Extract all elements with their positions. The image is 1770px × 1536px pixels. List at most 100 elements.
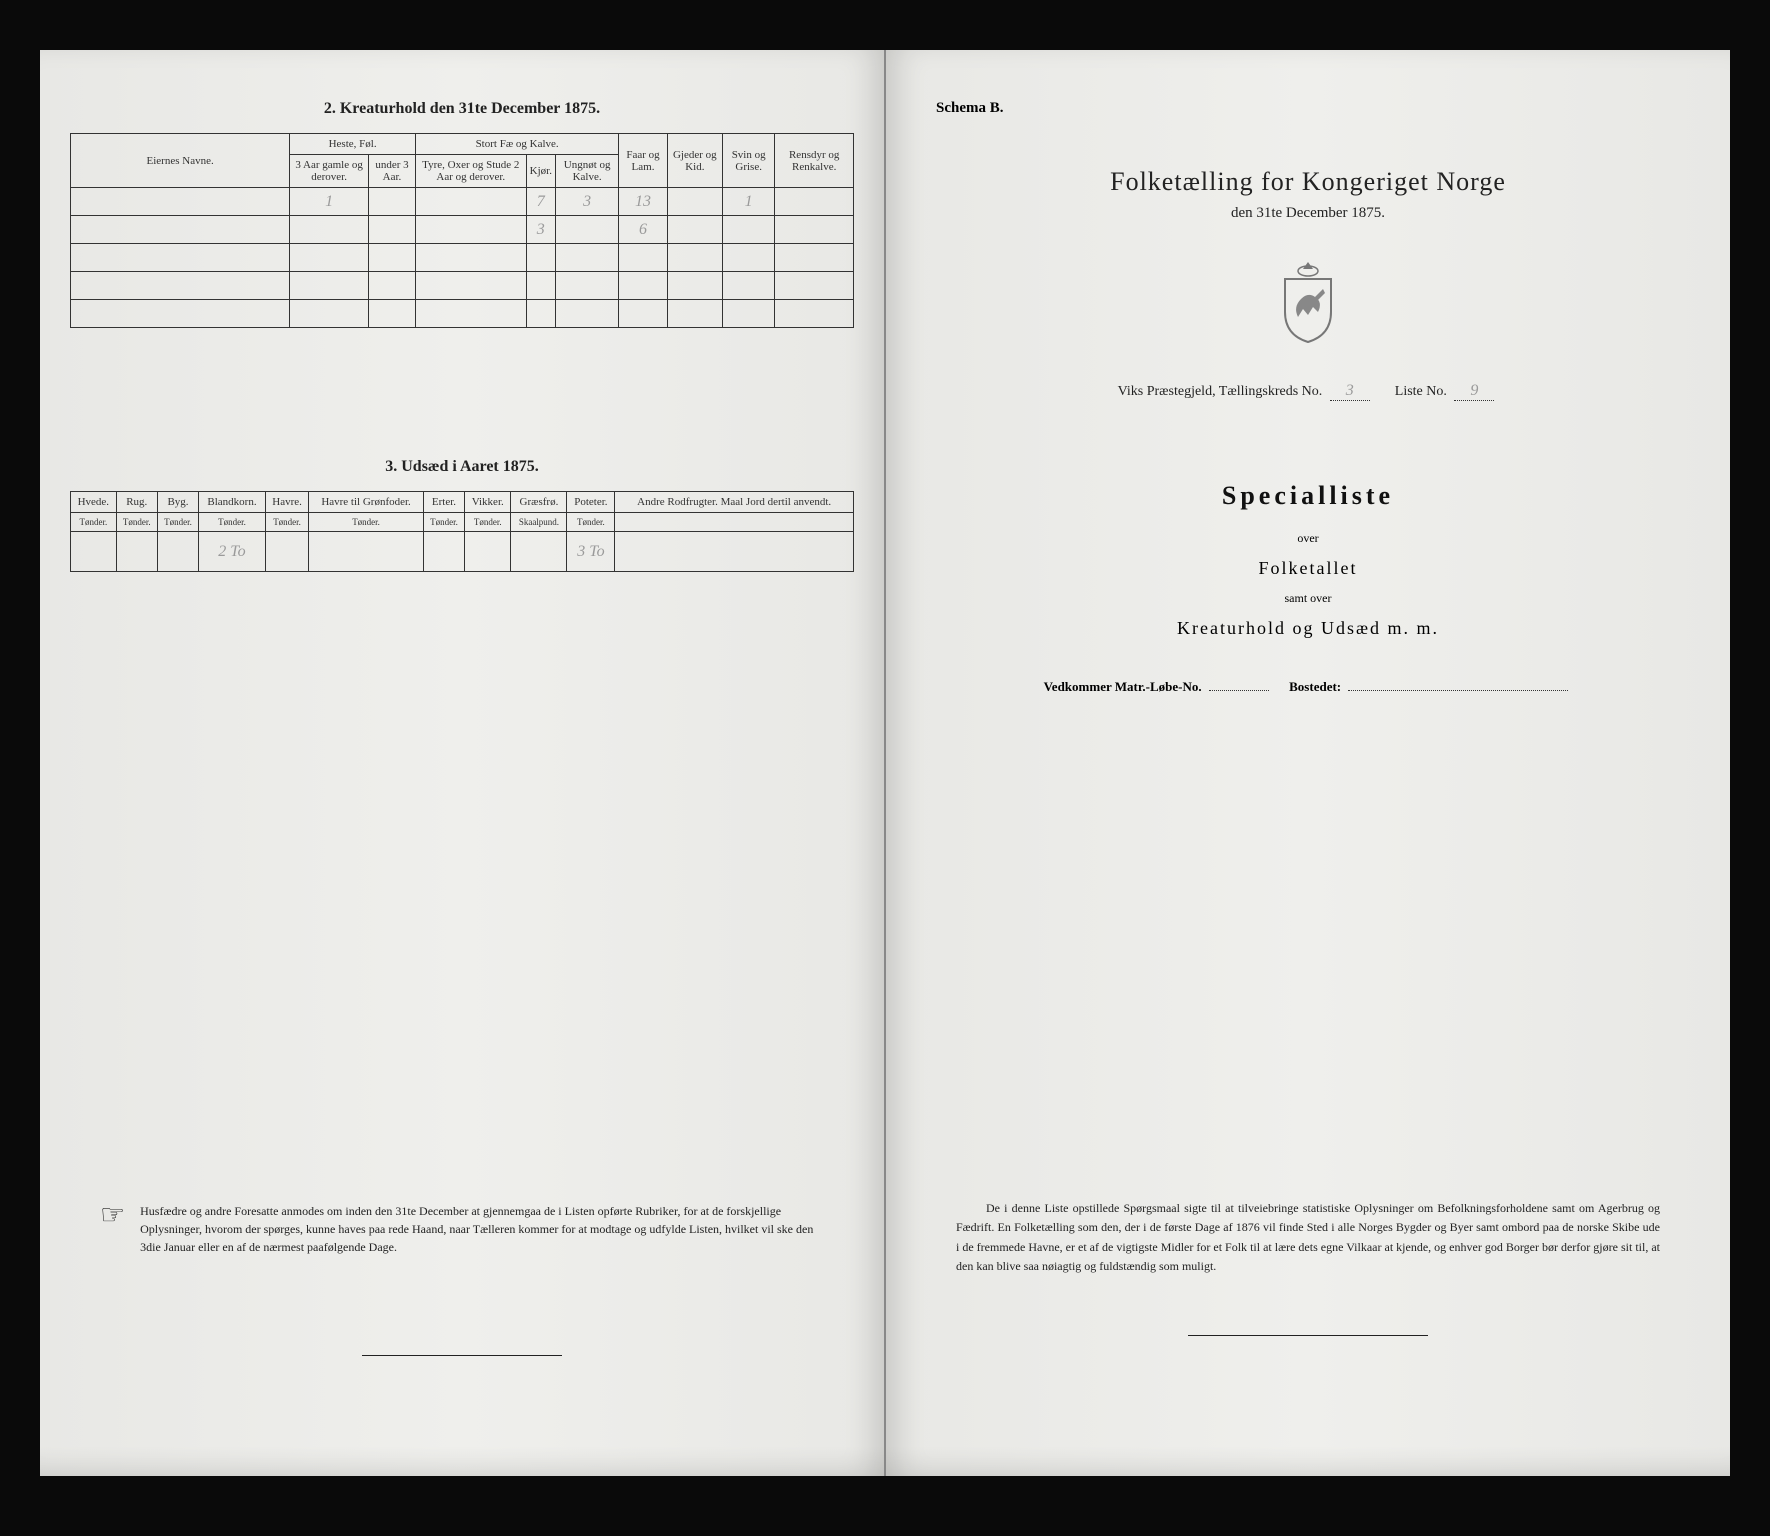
table-cell [116,532,157,572]
table-row [71,300,854,328]
table-header: Havre. [265,492,308,513]
table-subheader: Tønder. [71,513,117,532]
table-cell [71,532,117,572]
vedkommer-label: Vedkommer Matr.-Løbe-No. [1044,679,1202,694]
table-cell [667,244,722,272]
table-cell [290,244,369,272]
left-footer-notice: ☞ Husfædre og andre Foresatte anmodes om… [100,1202,824,1256]
table-cell [511,532,567,572]
table-cell: 13 [619,188,667,216]
table-header: Poteter. [567,492,615,513]
liste-label: Liste No. [1395,384,1447,399]
th-gjeder: Gjeder og Kid. [667,134,722,188]
table-header: Erter. [423,492,464,513]
table-cell [667,300,722,328]
census-title: Folketælling for Kongeriget Norge [916,167,1700,197]
table-subheader [615,513,854,532]
table-cell [71,188,290,216]
schema-label: Schema B. [936,100,1700,117]
th-faar: Faar og Lam. [619,134,667,188]
samt-label: samt over [916,591,1700,606]
table-cell [722,244,774,272]
table-subheader: Skaalpund. [511,513,567,532]
table-cell [722,216,774,244]
table-cell: 1 [290,188,369,216]
scanned-document: 2. Kreaturhold den 31te December 1875. E… [40,50,1730,1476]
table-cell [722,272,774,300]
table-cell [157,532,198,572]
th-stort-c: Ungnøt og Kalve. [555,155,618,188]
table-cell [369,216,416,244]
table-cell [369,300,416,328]
folketallet-heading: Folketallet [916,558,1700,579]
table-header: Byg. [157,492,198,513]
table-cell [415,216,526,244]
table-cell [667,216,722,244]
right-footer-notice: De i denne Liste opstillede Spørgsmaal s… [956,1199,1660,1276]
th-heste-a: 3 Aar gamle og derover. [290,155,369,188]
th-heste-b: under 3 Aar. [369,155,416,188]
table-cell [309,532,424,572]
table-cell [722,300,774,328]
table-header: Rug. [116,492,157,513]
table-cell [369,244,416,272]
table-cell [290,300,369,328]
bostedet-label: Bostedet: [1289,679,1341,694]
table-cell [555,272,618,300]
kreaturhold-table: Eiernes Navne. Heste, Føl. Stort Fæ og K… [70,133,854,328]
table-row: 36 [71,216,854,244]
section2-title: 2. Kreaturhold den 31te December 1875. [70,100,854,118]
bostedet-value [1348,690,1568,691]
th-svin: Svin og Grise. [722,134,774,188]
census-subtitle: den 31te December 1875. [916,205,1700,222]
table-cell [775,188,854,216]
table-cell [415,244,526,272]
table-row [71,244,854,272]
table-subheader: Tønder. [309,513,424,532]
table-subheader: Tønder. [423,513,464,532]
table-subheader: Tønder. [265,513,308,532]
matr-no [1209,690,1269,691]
section3-title: 3. Udsæd i Aaret 1875. [70,458,854,476]
table-header: Andre Rodfrugter. Maal Jord dertil anven… [615,492,854,513]
table-cell [667,272,722,300]
table-cell [615,532,854,572]
table-cell [369,188,416,216]
table-cell [555,244,618,272]
table-cell [526,272,555,300]
th-stort-a: Tyre, Oxer og Stude 2 Aar og derover. [415,155,526,188]
table-subheader: Tønder. [199,513,266,532]
table-cell [265,532,308,572]
table-cell [71,300,290,328]
right-page: Schema B. Folketælling for Kongeriget No… [886,50,1730,1476]
table-header: Græsfrø. [511,492,567,513]
table-header: Havre til Grønfoder. [309,492,424,513]
table-cell: 3 [555,188,618,216]
th-stort-group: Stort Fæ og Kalve. [415,134,618,155]
table-cell [775,216,854,244]
parish-line: Viks Præstegjeld, Tællingskreds No. 3 Li… [916,382,1700,401]
table-subheader: Tønder. [116,513,157,532]
table-cell: 3 [526,216,555,244]
pointing-hand-icon: ☞ [100,1202,125,1256]
table-cell [71,244,290,272]
table-cell [290,272,369,300]
table-cell [775,272,854,300]
table-cell [775,300,854,328]
table-cell: 1 [722,188,774,216]
right-divider [1188,1335,1428,1336]
table-cell [465,532,511,572]
parish-prefix: Viks Præstegjeld, Tællingskreds No. [1118,384,1323,399]
table-cell [619,272,667,300]
th-stort-b: Kjør. [526,155,555,188]
kreatur-heading: Kreaturhold og Udsæd m. m. [916,618,1700,639]
table-cell [71,272,290,300]
udsaed-table: Hvede.Rug.Byg.Blandkorn.Havre.Havre til … [70,491,854,572]
table-header: Vikker. [465,492,511,513]
specialliste-heading: Specialliste [916,481,1700,511]
over-label: over [916,531,1700,546]
table-cell: 7 [526,188,555,216]
table-cell [526,244,555,272]
table-cell: 3 To [567,532,615,572]
left-page: 2. Kreaturhold den 31te December 1875. E… [40,50,886,1476]
